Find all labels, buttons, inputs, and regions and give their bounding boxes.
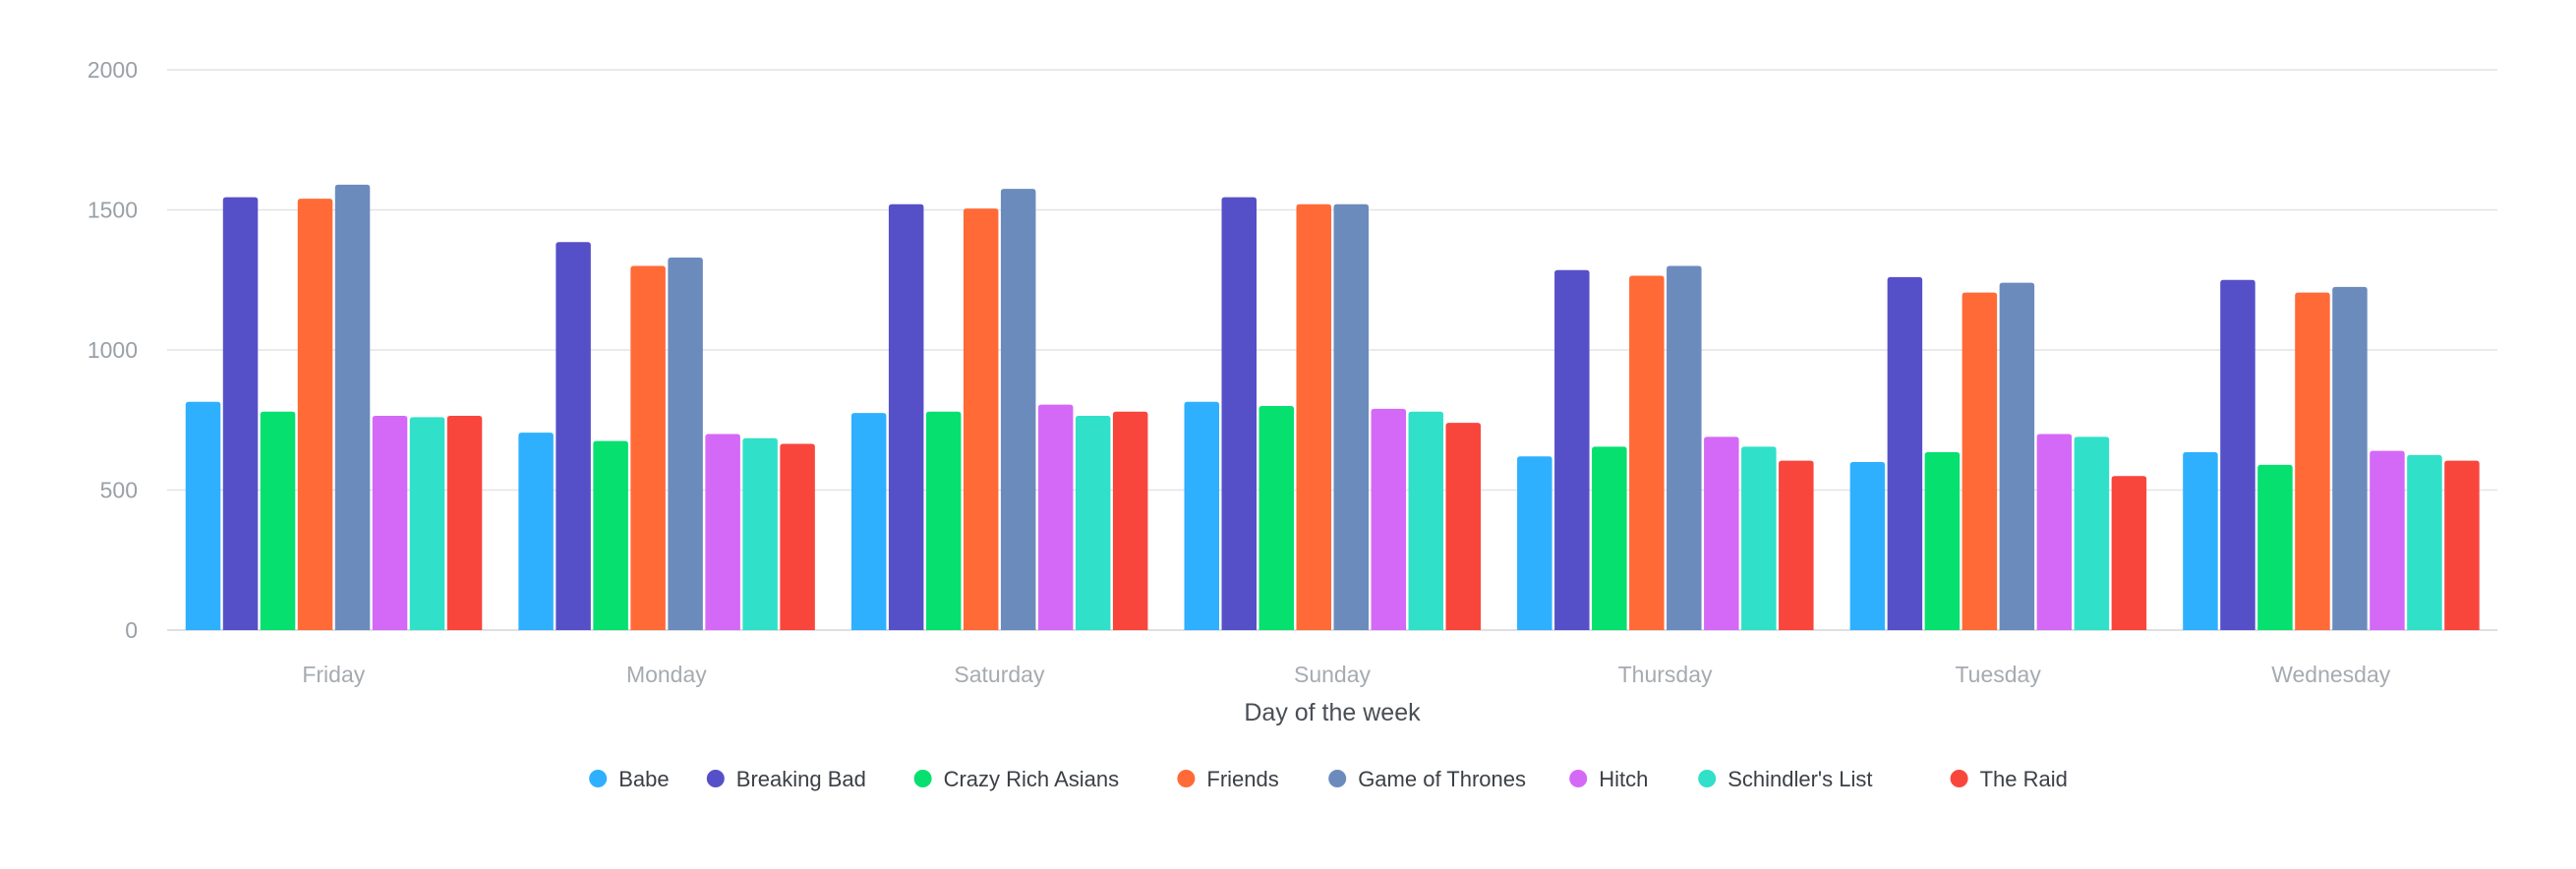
x-tick-label: Thursday (1618, 662, 1713, 687)
bar-crazy-rich-asians-wednesday[interactable] (2257, 464, 2293, 630)
y-axis-ticks: 0 500 1000 1500 2000 (88, 57, 138, 643)
bar-schindler-s-list-friday[interactable] (409, 417, 445, 630)
bars (185, 184, 2480, 631)
legend-label: Schindler's List (1727, 767, 1872, 791)
y-tick-label: 2000 (88, 57, 138, 83)
bar-the-raid-thursday[interactable] (1779, 460, 1814, 630)
x-tick-label: Monday (626, 662, 707, 687)
legend-swatch (1698, 770, 1717, 787)
y-tick-label: 0 (125, 617, 138, 643)
legend-item-friends[interactable]: Friends (1177, 767, 1279, 791)
bar-hitch-friday[interactable] (372, 415, 408, 630)
legend-label: Hitch (1599, 767, 1648, 791)
legend-swatch (589, 770, 608, 787)
legend-label: Crazy Rich Asians (944, 767, 1120, 791)
bar-schindler-s-list-wednesday[interactable] (2407, 454, 2442, 630)
bar-hitch-thursday[interactable] (1704, 436, 1739, 630)
bar-breaking-bad-saturday[interactable] (888, 203, 924, 631)
legend-label: The Raid (1980, 767, 2068, 791)
legend-label: Babe (618, 767, 669, 791)
bar-crazy-rich-asians-sunday[interactable] (1259, 406, 1295, 630)
bar-schindler-s-list-thursday[interactable] (1741, 446, 1777, 630)
bar-game-of-thrones-saturday[interactable] (1000, 189, 1036, 630)
bar-crazy-rich-asians-friday[interactable] (260, 411, 296, 630)
y-tick-label: 1000 (88, 337, 138, 363)
legend-label: Breaking Bad (736, 767, 866, 791)
bar-crazy-rich-asians-monday[interactable] (593, 440, 628, 630)
bar-babe-sunday[interactable] (1184, 401, 1220, 630)
bar-hitch-monday[interactable] (705, 434, 740, 631)
bar-breaking-bad-sunday[interactable] (1221, 197, 1258, 631)
bar-schindler-s-list-tuesday[interactable] (2074, 436, 2110, 630)
bar-crazy-rich-asians-thursday[interactable] (1592, 446, 1627, 630)
bar-babe-friday[interactable] (185, 401, 221, 630)
bar-breaking-bad-friday[interactable] (222, 197, 259, 631)
x-axis-ticks: Friday Monday Saturday Sunday Thursday Tuesda… (302, 662, 2390, 687)
x-tick-label: Tuesday (1955, 662, 2041, 687)
bar-hitch-saturday[interactable] (1037, 404, 1074, 630)
legend-item-schindler-s-list[interactable]: Schindler's List (1698, 767, 1872, 791)
legend-label: Friends (1206, 767, 1278, 791)
legend-swatch (1177, 770, 1196, 787)
bar-game-of-thrones-tuesday[interactable] (1999, 282, 2035, 630)
bar-the-raid-friday[interactable] (446, 415, 483, 630)
bar-hitch-tuesday[interactable] (2036, 434, 2073, 631)
bar-crazy-rich-asians-tuesday[interactable] (1924, 452, 1961, 630)
bar-game-of-thrones-friday[interactable] (334, 184, 371, 630)
gridlines (167, 69, 2497, 631)
legend-item-breaking-bad[interactable]: Breaking Bad (706, 767, 866, 791)
legend-item-babe[interactable]: Babe (589, 767, 670, 791)
bar-babe-saturday[interactable] (850, 413, 887, 630)
bar-breaking-bad-wednesday[interactable] (2220, 279, 2255, 630)
x-tick-label: Sunday (1294, 662, 1372, 687)
bar-game-of-thrones-sunday[interactable] (1333, 203, 1370, 631)
bar-schindler-s-list-saturday[interactable] (1075, 415, 1111, 630)
bar-friends-thursday[interactable] (1629, 275, 1665, 630)
bar-schindler-s-list-sunday[interactable] (1408, 411, 1444, 630)
bar-the-raid-tuesday[interactable] (2111, 476, 2147, 630)
y-tick-label: 1500 (88, 198, 138, 223)
bar-friends-friday[interactable] (297, 199, 333, 630)
bar-friends-monday[interactable] (630, 265, 666, 631)
bar-the-raid-monday[interactable] (780, 443, 815, 630)
x-axis-title: Day of the week (1244, 699, 1421, 726)
legend-item-hitch[interactable]: Hitch (1569, 767, 1648, 791)
bar-the-raid-wednesday[interactable] (2444, 460, 2480, 630)
legend-swatch (1569, 770, 1588, 787)
legend-label: Game of Thrones (1358, 767, 1526, 791)
x-tick-label: Saturday (954, 662, 1045, 687)
bar-crazy-rich-asians-saturday[interactable] (925, 411, 962, 630)
legend-swatch (1950, 770, 1968, 787)
bar-game-of-thrones-thursday[interactable] (1667, 265, 1702, 631)
bar-breaking-bad-monday[interactable] (556, 242, 591, 630)
legend-swatch (913, 770, 932, 787)
bar-breaking-bad-tuesday[interactable] (1887, 276, 1923, 630)
bar-friends-wednesday[interactable] (2295, 292, 2330, 630)
legend-swatch (706, 770, 725, 787)
bar-babe-tuesday[interactable] (1849, 462, 1886, 630)
bar-babe-monday[interactable] (518, 433, 554, 630)
bar-the-raid-saturday[interactable] (1112, 411, 1148, 630)
legend: Babe Breaking Bad Crazy Rich Asians Friends… (589, 767, 2068, 791)
y-tick-label: 500 (100, 478, 138, 503)
bar-friends-sunday[interactable] (1296, 203, 1332, 631)
bar-hitch-sunday[interactable] (1371, 408, 1407, 630)
legend-item-the-raid[interactable]: The Raid (1950, 767, 2068, 791)
legend-item-game-of-thrones[interactable]: Game of Thrones (1328, 767, 1526, 791)
bar-friends-saturday[interactable] (963, 208, 999, 630)
bar-breaking-bad-thursday[interactable] (1554, 269, 1590, 630)
bar-the-raid-sunday[interactable] (1445, 423, 1482, 630)
legend-item-crazy-rich-asians[interactable]: Crazy Rich Asians (913, 767, 1120, 791)
bar-hitch-wednesday[interactable] (2370, 450, 2405, 630)
legend-swatch (1328, 770, 1347, 787)
bar-babe-thursday[interactable] (1517, 456, 1552, 630)
bar-game-of-thrones-wednesday[interactable] (2332, 286, 2368, 630)
x-tick-label: Wednesday (2271, 662, 2391, 687)
x-tick-label: Friday (302, 662, 365, 687)
bar-babe-wednesday[interactable] (2183, 452, 2218, 630)
bar-schindler-s-list-monday[interactable] (742, 437, 778, 630)
bar-game-of-thrones-monday[interactable] (668, 257, 703, 630)
bar-friends-tuesday[interactable] (1961, 292, 1998, 630)
